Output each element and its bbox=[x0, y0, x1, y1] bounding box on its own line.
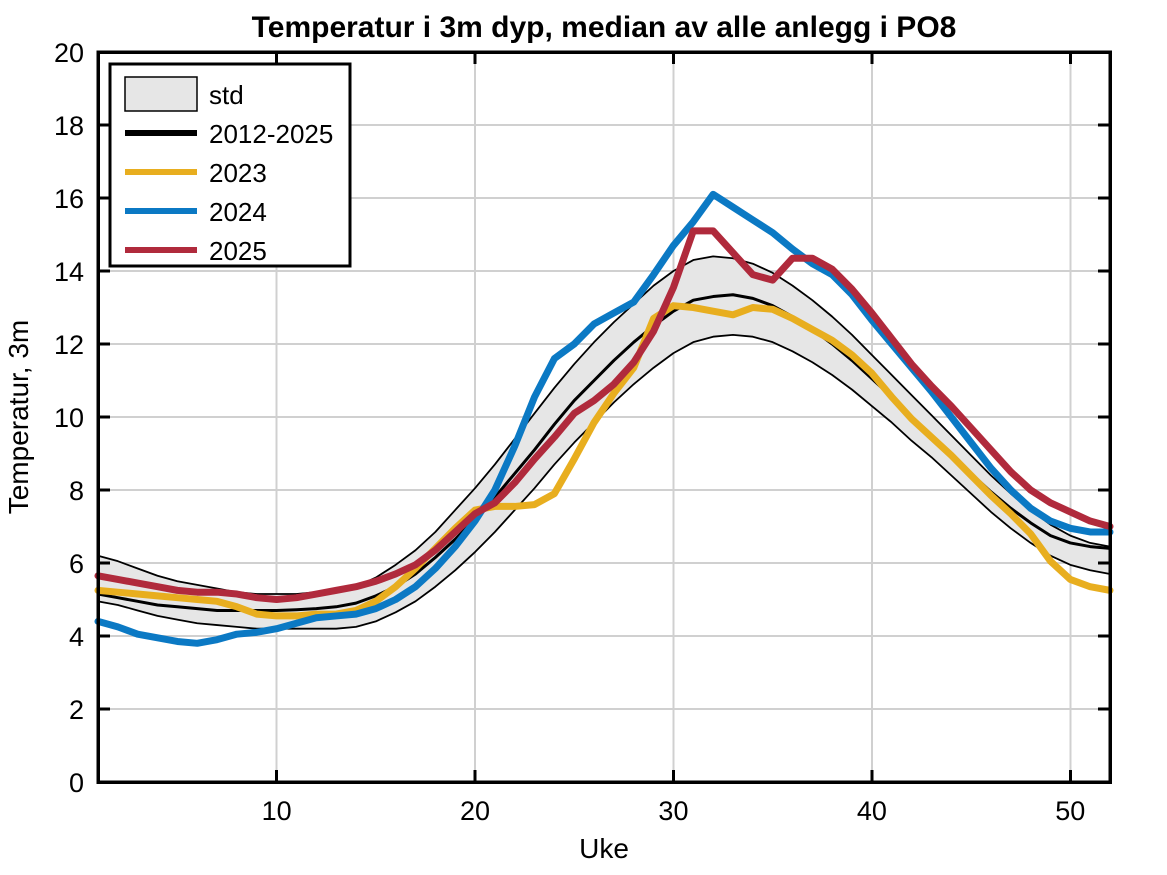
y-tick-label: 8 bbox=[69, 476, 84, 506]
x-axis-label: Uke bbox=[579, 833, 629, 864]
y-tick-label: 0 bbox=[69, 768, 84, 798]
x-tick-label: 30 bbox=[658, 796, 688, 826]
y-tick-label: 18 bbox=[54, 111, 84, 141]
legend-swatch-std bbox=[124, 76, 198, 112]
legend-label-2023: 2023 bbox=[209, 158, 267, 188]
x-tick-label: 20 bbox=[460, 796, 490, 826]
x-tick-labels: 10 20 30 40 50 bbox=[262, 796, 1086, 826]
legend-label-2024: 2024 bbox=[209, 197, 267, 227]
chart-title: Temperatur i 3m dyp, median av alle anle… bbox=[252, 11, 957, 44]
x-tick-label: 10 bbox=[262, 796, 292, 826]
y-tick-label: 12 bbox=[54, 330, 84, 360]
legend-label-2025: 2025 bbox=[209, 236, 267, 266]
chart-legend[interactable]: std 2012-2025 2023 2024 2025 bbox=[108, 62, 352, 268]
y-tick-label: 14 bbox=[54, 257, 84, 287]
y-tick-label: 20 bbox=[54, 38, 84, 68]
std-band-fill bbox=[98, 256, 1110, 629]
series-line-2023 bbox=[94, 302, 1114, 620]
legend-label-std: std bbox=[209, 80, 244, 110]
x-tick-label: 50 bbox=[1055, 796, 1085, 826]
series-line-2025 bbox=[94, 227, 1114, 603]
y-axis-label: Temperatur, 3m bbox=[3, 320, 34, 515]
vertical-gridlines bbox=[275, 52, 1072, 782]
y-tick-label: 10 bbox=[54, 403, 84, 433]
y-tick-label: 2 bbox=[69, 695, 84, 725]
legend-label-2012-2025: 2012-2025 bbox=[209, 119, 333, 149]
axis-ticks bbox=[98, 50, 1110, 784]
x-tick-label: 40 bbox=[857, 796, 887, 826]
y-tick-label: 4 bbox=[69, 622, 84, 652]
y-tick-label: 6 bbox=[69, 549, 84, 579]
y-tick-label: 16 bbox=[54, 184, 84, 214]
std-band-upper-edge bbox=[97, 255, 1111, 595]
y-tick-labels: 0 2 4 6 8 10 12 14 16 18 20 bbox=[54, 38, 84, 798]
series-line-2024 bbox=[94, 190, 1114, 647]
series-lines-group bbox=[94, 190, 1114, 647]
legend-items: std 2012-2025 2023 2024 2025 bbox=[124, 76, 333, 266]
